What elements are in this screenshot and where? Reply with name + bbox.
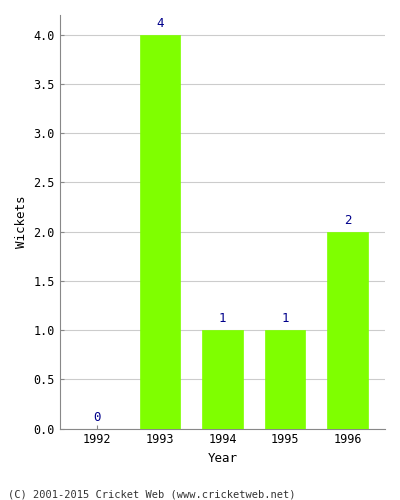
Text: (C) 2001-2015 Cricket Web (www.cricketweb.net): (C) 2001-2015 Cricket Web (www.cricketwe… bbox=[8, 490, 296, 500]
Y-axis label: Wickets: Wickets bbox=[15, 196, 28, 248]
Text: 0: 0 bbox=[94, 410, 101, 424]
X-axis label: Year: Year bbox=[207, 452, 237, 465]
Text: 4: 4 bbox=[156, 17, 164, 30]
Text: 1: 1 bbox=[219, 312, 226, 325]
Bar bbox=[265, 330, 305, 428]
Bar bbox=[202, 330, 243, 428]
Bar bbox=[327, 232, 368, 428]
Bar bbox=[140, 34, 180, 428]
Text: 1: 1 bbox=[281, 312, 289, 325]
Text: 2: 2 bbox=[344, 214, 351, 226]
